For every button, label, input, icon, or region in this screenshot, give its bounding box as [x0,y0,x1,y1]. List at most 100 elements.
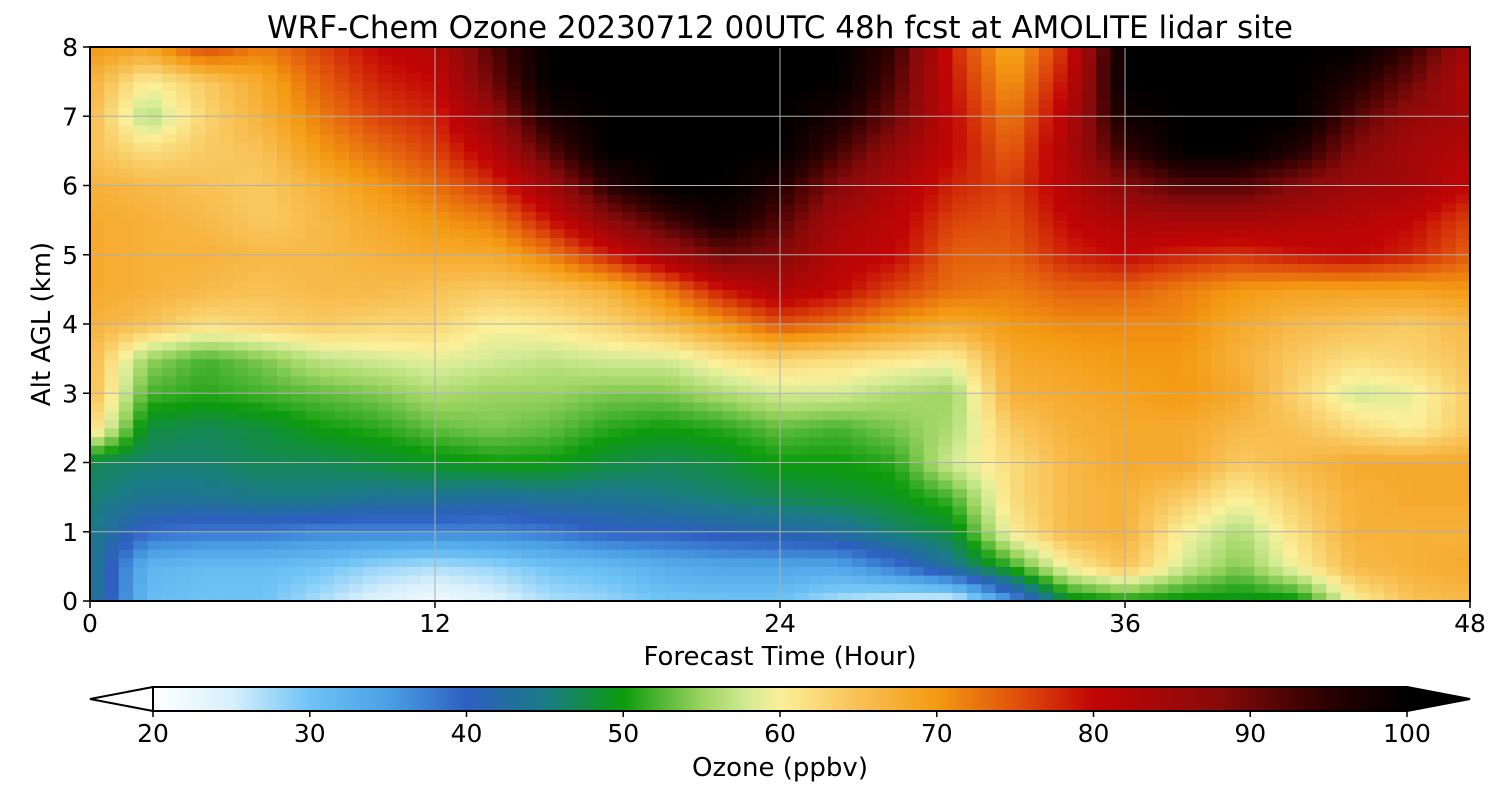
heatmap-cell [981,298,997,308]
heatmap-cell [736,384,752,394]
heatmap-cell [1340,306,1356,316]
heatmap-cell [1254,375,1270,386]
heatmap-cell [1096,445,1112,455]
heatmap-cell [981,384,997,394]
heatmap-cell [334,505,350,516]
heatmap-cell [377,592,393,601]
heatmap-cell [118,557,134,567]
heatmap-cell [665,540,680,550]
heatmap-cell [492,375,508,386]
heatmap-cell [650,367,666,377]
heatmap-cell [1326,358,1342,368]
heatmap-cell [478,479,494,490]
heatmap-cell [1326,315,1342,325]
heatmap-cell [1211,393,1227,403]
heatmap-cell [219,254,235,265]
heatmap-cell [219,471,235,481]
heatmap-cell [161,176,177,187]
heatmap-cell [966,315,982,325]
heatmap-cell [1067,194,1083,204]
heatmap-cell [636,228,652,239]
heatmap-cell [420,150,436,161]
heatmap-cell [406,298,422,308]
heatmap-cell [1355,375,1370,386]
heatmap-cell [1067,298,1083,308]
heatmap-cell [391,592,407,601]
heatmap-cell [147,393,163,403]
heatmap-cell [377,583,393,593]
heatmap-cell [1441,280,1457,290]
heatmap-cell [1024,367,1040,377]
heatmap-cell [1125,246,1140,256]
heatmap-cell [506,419,522,429]
heatmap-cell [751,592,767,601]
heatmap-cell [1426,488,1442,498]
heatmap-cell [161,367,177,377]
heatmap-cell [909,566,925,576]
heatmap-cell [391,401,407,412]
heatmap-cell [708,358,724,368]
heatmap-cell [1139,367,1155,377]
heatmap-cell [377,228,393,239]
heatmap-cell [1053,479,1069,490]
heatmap-cell [305,462,321,472]
heatmap-cell [1110,298,1126,308]
heatmap-cell [219,384,235,394]
heatmap-cell [693,168,709,178]
heatmap-cell [420,575,436,585]
heatmap-cell [478,505,494,516]
heatmap-cell [1355,176,1370,187]
heatmap-cell [176,505,192,516]
heatmap-cell [851,514,867,524]
heatmap-cell [262,349,278,360]
heatmap-cell [693,575,709,585]
heatmap-cell [435,583,450,593]
heatmap-cell [1268,185,1284,195]
heatmap-cell [1153,341,1169,351]
heatmap-cell [248,246,264,256]
heatmap-cell [866,332,882,342]
heatmap-cell [1225,462,1241,472]
heatmap-cell [190,202,206,213]
heatmap-cell [205,358,220,368]
heatmap-cell [1326,211,1342,221]
heatmap-cell [104,419,120,429]
heatmap-cell [1383,514,1399,524]
heatmap-cell [607,254,623,265]
heatmap-cell [1081,497,1097,507]
heatmap-cell [320,289,335,299]
heatmap-cell [966,176,982,187]
heatmap-cell [593,246,609,256]
heatmap-cell [118,176,134,187]
heatmap-cell [320,514,335,524]
heatmap-cell [449,549,465,559]
heatmap-cell [794,401,810,412]
heatmap-cell [607,263,623,273]
heatmap-cell [1297,514,1313,524]
heatmap-cell [348,531,364,542]
heatmap-cell [147,289,163,299]
heatmap-cell [478,445,494,455]
heatmap-cell [219,202,235,213]
heatmap-cell [1168,549,1184,559]
heatmap-cell [305,497,321,507]
heatmap-cell [952,514,968,524]
heatmap-cell [104,479,120,490]
heatmap-cell [995,557,1011,567]
heatmap-cell [320,176,335,187]
heatmap-cell [233,289,249,299]
heatmap-cell [621,557,637,567]
heatmap-cell [1010,289,1025,299]
heatmap-cell [1340,358,1356,368]
heatmap-cell [751,324,767,334]
heatmap-cell [1455,246,1470,256]
heatmap-cell [305,159,321,169]
heatmap-cell [722,549,738,559]
heatmap-cell [607,176,623,187]
heatmap-cell [1024,453,1040,464]
heatmap-cell [823,575,839,585]
heatmap-cell [823,367,839,377]
heatmap-cell [722,176,738,187]
heatmap-cell [1268,246,1284,256]
heatmap-cell [1412,419,1428,429]
